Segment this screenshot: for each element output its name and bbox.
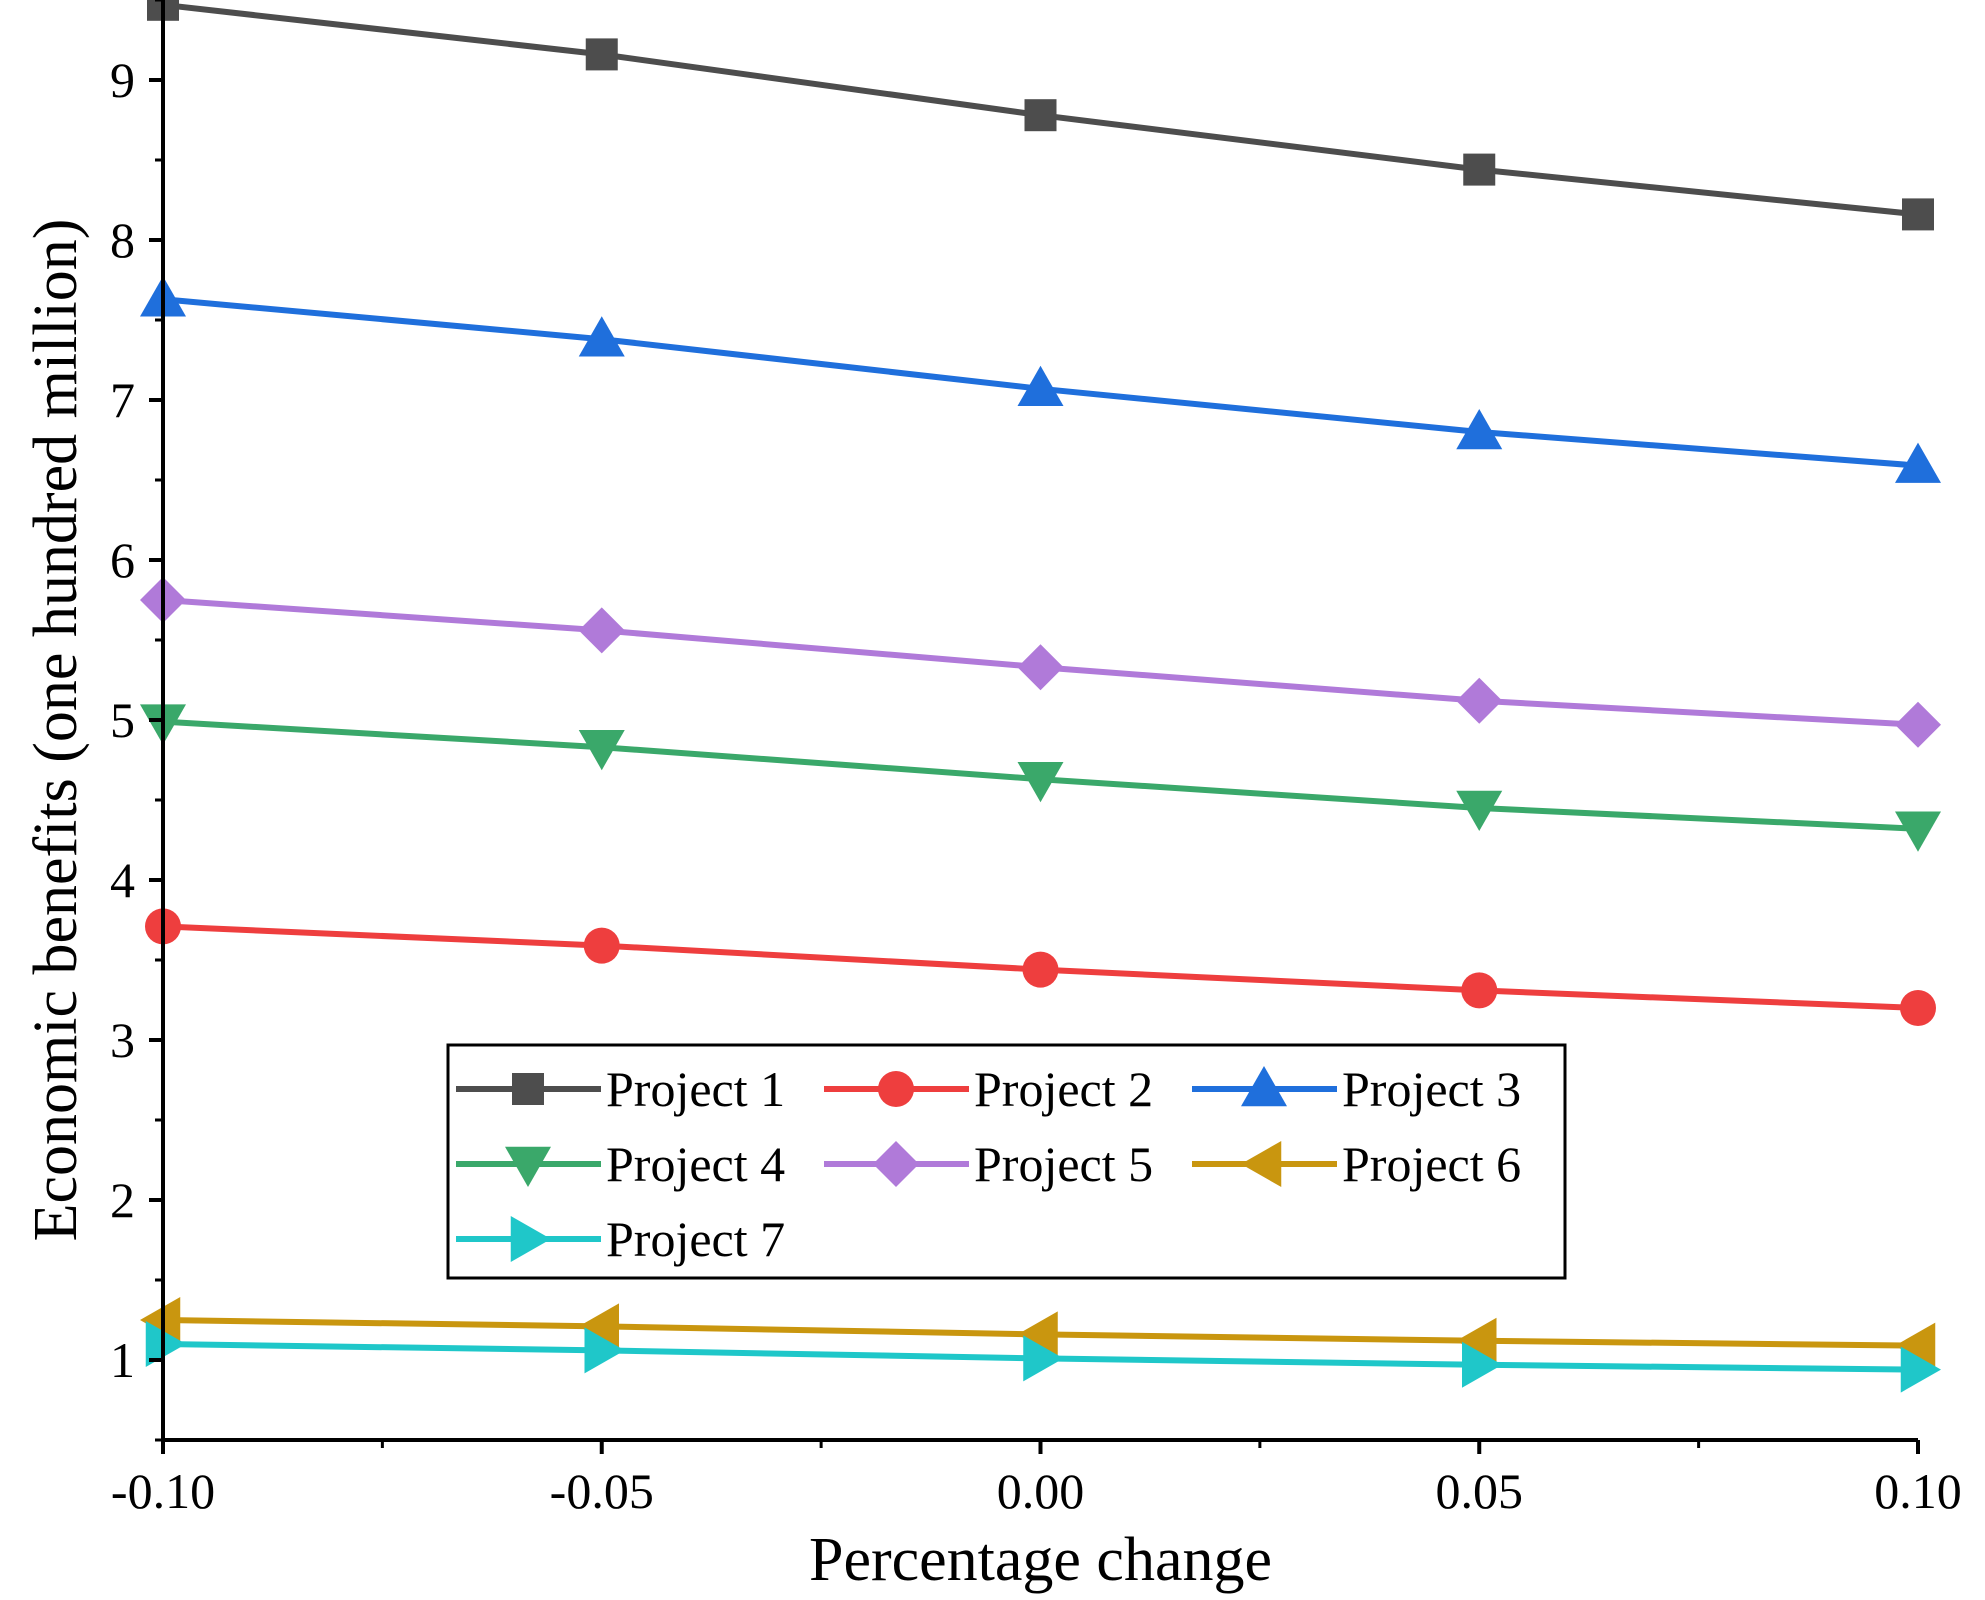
- legend-item-4: Project 4: [456, 1136, 785, 1192]
- legend-item-1: Project 1: [456, 1061, 785, 1117]
- legend-label: Project 2: [974, 1061, 1153, 1117]
- data-point-4-4: [1456, 790, 1503, 831]
- x-tick-label: 0.05: [1436, 1463, 1524, 1519]
- data-point-4-3: [1017, 761, 1064, 803]
- y-tick-label: 9: [110, 52, 135, 108]
- y-tick-label: 5: [110, 692, 135, 748]
- data-point-1-3: [1024, 99, 1057, 132]
- legend-marker: [505, 1146, 551, 1187]
- y-tick-label: 7: [110, 372, 135, 428]
- data-point-5-2: [578, 607, 625, 654]
- data-point-5-3: [1017, 644, 1064, 691]
- data-point-2-2: [583, 927, 620, 964]
- legend-label: Project 3: [1342, 1061, 1521, 1117]
- x-tick-label: 0.00: [997, 1463, 1085, 1519]
- data-point-1-2: [585, 38, 618, 71]
- data-point-6-3: [1017, 1311, 1058, 1358]
- y-tick-label: 8: [110, 212, 135, 268]
- data-point-1-5: [1902, 198, 1934, 231]
- legend-marker: [1241, 1141, 1282, 1187]
- y-tick-label: 6: [110, 532, 135, 588]
- series-5: [140, 577, 1941, 748]
- legend-item-5: Project 5: [824, 1136, 1153, 1192]
- legend-item-6: Project 6: [1192, 1136, 1521, 1192]
- legend-item-7: Project 7: [456, 1211, 785, 1267]
- legend-label: Project 7: [606, 1211, 785, 1267]
- legend-item-3: Project 3: [1192, 1061, 1521, 1117]
- data-point-6-1: [140, 1297, 181, 1343]
- y-tick-label: 4: [110, 852, 135, 908]
- series-7: [145, 1321, 1941, 1393]
- data-point-4-5: [1895, 811, 1941, 852]
- y-tick-label: 2: [110, 1172, 135, 1228]
- legend-marker: [1241, 1066, 1287, 1107]
- data-point-6-5: [1895, 1322, 1936, 1369]
- y-tick-label: 3: [110, 1012, 135, 1068]
- x-tick-label: 0.10: [1874, 1463, 1962, 1519]
- data-point-2-4: [1461, 972, 1498, 1009]
- data-point-3-4: [1456, 409, 1503, 450]
- data-point-6-2: [578, 1303, 619, 1350]
- x-tick-label: -0.05: [550, 1463, 654, 1519]
- y-tick-label: 1: [110, 1332, 135, 1388]
- series-4: [140, 704, 1941, 852]
- legend-marker: [510, 1216, 551, 1262]
- legend-label: Project 5: [974, 1136, 1153, 1192]
- data-point-7-5: [1900, 1346, 1941, 1393]
- series-1: [147, 0, 1934, 231]
- data-point-3-3: [1017, 365, 1064, 407]
- data-point-7-4: [1462, 1341, 1503, 1388]
- data-point-5-5: [1895, 701, 1941, 748]
- data-point-7-3: [1023, 1335, 1064, 1382]
- legend-box: [446, 1043, 1567, 1280]
- x-tick-label: -0.10: [111, 1463, 215, 1519]
- data-point-4-2: [578, 729, 625, 771]
- series-2: [145, 908, 1936, 1026]
- data-point-2-3: [1022, 951, 1059, 988]
- legend-label: Project 1: [606, 1061, 785, 1117]
- legend-marker: [873, 1141, 919, 1187]
- series-3: [140, 276, 1941, 483]
- data-point-6-4: [1456, 1317, 1497, 1364]
- data-point-2-5: [1900, 990, 1936, 1026]
- legend-marker: [878, 1071, 914, 1107]
- legend-marker: [512, 1073, 544, 1105]
- data-point-7-2: [584, 1327, 625, 1374]
- axes: -0.10 -0.05 0.00 0.05 0.10 1 2 3 4 5 6 7 8 9: [110, 0, 1962, 1519]
- y-axis-title: Economic benefits (one hundred million): [22, 219, 90, 1242]
- series-6: [140, 1297, 1936, 1369]
- data-point-5-4: [1456, 677, 1503, 724]
- x-axis-title: Percentage change: [809, 1526, 1272, 1594]
- legend-item-2: Project 2: [824, 1061, 1153, 1117]
- data-point-3-2: [578, 316, 625, 357]
- data-point-7-1: [145, 1321, 186, 1367]
- legend: Project 1 Project 2 Project 3 Project 4 Proj…: [446, 1043, 1567, 1280]
- legend-label: Project 4: [606, 1136, 785, 1192]
- plot-area: [140, 0, 1941, 1393]
- data-point-1-4: [1463, 153, 1496, 186]
- data-point-3-5: [1895, 442, 1941, 483]
- legend-label: Project 6: [1342, 1136, 1521, 1192]
